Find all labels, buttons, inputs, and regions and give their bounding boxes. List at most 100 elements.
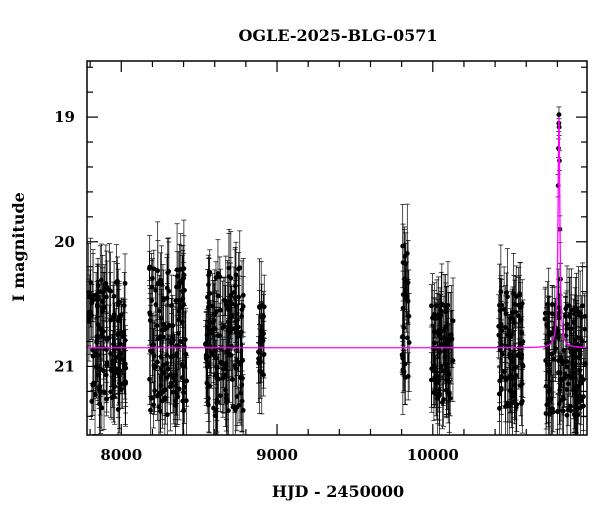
- data-point: [164, 361, 170, 366]
- data-point: [511, 291, 517, 297]
- data-point: [445, 390, 450, 396]
- data-point: [564, 387, 570, 392]
- data-point: [173, 298, 179, 303]
- data-point: [224, 398, 230, 404]
- data-point: [168, 384, 173, 390]
- data-point: [546, 333, 551, 339]
- data-point: [437, 391, 443, 397]
- data-point: [234, 317, 240, 323]
- data-point: [258, 334, 264, 340]
- data-point: [573, 361, 578, 367]
- data-point: [543, 383, 549, 389]
- data-point: [564, 412, 570, 418]
- data-point: [499, 351, 505, 357]
- data-point: [497, 347, 503, 353]
- data-point: [501, 307, 507, 312]
- data-point: [163, 387, 168, 393]
- data-point: [437, 327, 443, 333]
- data-point: [183, 398, 189, 404]
- data-point: [576, 355, 582, 361]
- data-point: [221, 372, 227, 378]
- data-point: [172, 398, 178, 404]
- data-point: [577, 348, 583, 354]
- data-point: [108, 317, 114, 323]
- data-point: [520, 362, 525, 368]
- data-point: [104, 294, 109, 300]
- data-point: [120, 329, 126, 335]
- data-point: [227, 329, 233, 335]
- data-point: [571, 350, 576, 356]
- data-point: [204, 332, 210, 338]
- data-point: [239, 382, 245, 388]
- data-point: [447, 332, 453, 338]
- data-point: [442, 361, 448, 367]
- data-point: [515, 353, 521, 358]
- data-point: [97, 289, 103, 295]
- data-point: [261, 352, 267, 358]
- data-point: [517, 291, 523, 297]
- data-point: [496, 391, 502, 397]
- axis-ticks: 8000 9000 10000 19 20 21: [54, 61, 587, 464]
- data-point: [582, 326, 587, 332]
- data-point: [450, 318, 456, 324]
- data-point: [177, 339, 183, 344]
- data-point: [166, 269, 172, 274]
- data-point: [161, 370, 167, 376]
- y-tick-label: 21: [54, 357, 75, 375]
- data-point: [148, 407, 153, 413]
- data-point: [557, 387, 563, 393]
- data-point: [166, 288, 172, 294]
- data-points: [86, 112, 588, 419]
- data-point: [549, 351, 555, 357]
- data-point: [549, 410, 554, 415]
- data-point: [120, 357, 126, 363]
- data-point: [519, 401, 524, 407]
- data-point: [564, 364, 570, 370]
- data-point: [400, 305, 406, 311]
- data-point: [156, 404, 162, 410]
- data-point: [164, 352, 170, 358]
- data-point: [112, 384, 118, 389]
- data-point: [443, 309, 448, 315]
- data-point: [517, 341, 523, 347]
- data-point: [120, 334, 126, 340]
- data-point: [437, 349, 443, 355]
- data-point: [181, 378, 187, 384]
- data-point: [557, 376, 563, 382]
- data-point: [512, 390, 517, 396]
- data-point: [433, 346, 439, 351]
- data-point: [88, 280, 94, 285]
- data-point: [560, 408, 566, 414]
- data-point: [228, 293, 234, 299]
- data-point: [551, 356, 556, 362]
- data-point: [221, 323, 227, 329]
- data-point: [160, 321, 166, 327]
- data-point: [403, 374, 408, 380]
- data-point: [174, 353, 180, 358]
- data-point: [400, 368, 406, 374]
- data-point: [150, 350, 155, 355]
- data-point: [158, 375, 164, 380]
- y-tick-label: 20: [54, 233, 75, 251]
- data-point: [547, 398, 553, 404]
- data-point: [446, 379, 452, 385]
- data-point: [160, 334, 166, 340]
- data-point: [173, 383, 179, 389]
- data-point: [158, 383, 164, 388]
- data-point: [118, 341, 123, 347]
- data-point: [213, 355, 219, 361]
- data-point: [544, 302, 550, 307]
- data-point: [573, 403, 578, 409]
- data-point: [214, 364, 219, 370]
- data-point: [174, 391, 180, 397]
- data-point: [160, 295, 166, 301]
- data-point: [228, 301, 234, 307]
- data-point: [215, 399, 221, 405]
- data-point: [450, 358, 456, 364]
- data-point: [404, 294, 409, 300]
- data-point: [581, 394, 586, 400]
- data-point: [503, 325, 508, 330]
- data-point: [519, 330, 525, 336]
- data-point: [239, 398, 245, 404]
- data-point: [89, 399, 95, 404]
